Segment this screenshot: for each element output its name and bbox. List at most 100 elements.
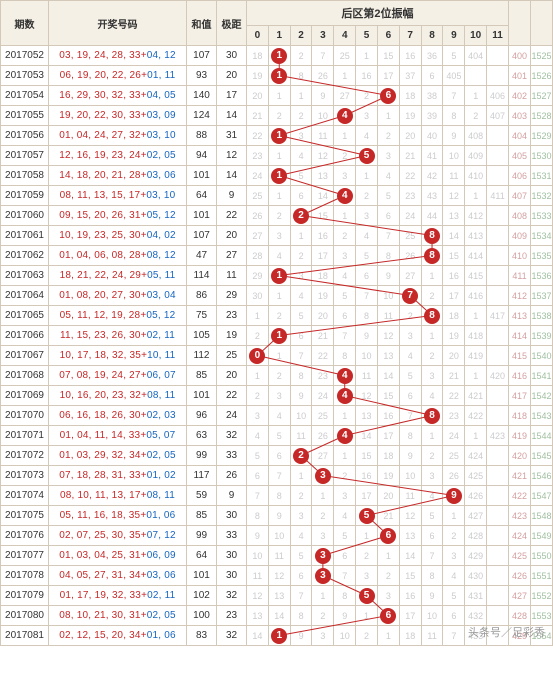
cell-extra-b: 1527 — [531, 86, 553, 106]
cell-sum: 59 — [187, 486, 217, 506]
cell-numbers: 05, 11, 16, 18, 35+01, 06 — [49, 506, 187, 526]
trend-ball: 4 — [337, 188, 353, 204]
amp-cell: 4 — [334, 506, 356, 526]
cell-period: 2017060 — [1, 206, 49, 226]
amp-cell: 22 — [312, 346, 334, 366]
amp-cell: 16 — [312, 226, 334, 246]
amp-cell: 27 — [334, 86, 356, 106]
amp-cell: 4 — [290, 286, 312, 306]
cell-extra-b: 1533 — [531, 206, 553, 226]
cell-period: 2017079 — [1, 586, 49, 606]
amp-cell: 1 — [465, 306, 487, 326]
amp-cell: 19 — [312, 286, 334, 306]
cell-extra-a: 401 — [509, 66, 531, 86]
amp-cell: 21 — [443, 366, 465, 386]
cell-numbers: 09, 15, 20, 26, 31+05, 12 — [49, 206, 187, 226]
amp-cell: 4 — [399, 346, 421, 366]
cell-period: 2017059 — [1, 186, 49, 206]
header-amp-0: 0 — [247, 26, 269, 46]
cell-sum: 47 — [187, 246, 217, 266]
header-amp-3: 3 — [312, 26, 334, 46]
cell-extra-a: 428 — [509, 606, 531, 626]
amp-cell: 12 — [268, 566, 290, 586]
amp-cell: 5 — [377, 186, 399, 206]
cell-period: 2017063 — [1, 266, 49, 286]
amp-cell: 20 — [312, 306, 334, 326]
cell-sum: 99 — [187, 526, 217, 546]
amp-cell: 4 — [334, 386, 356, 406]
cell-period: 2017078 — [1, 566, 49, 586]
amp-cell: 4 — [443, 566, 465, 586]
cell-extra-a: 405 — [509, 146, 531, 166]
amp-cell — [487, 546, 509, 566]
amp-cell: 5 — [247, 446, 269, 466]
amp-cell: 406 — [487, 86, 509, 106]
amp-cell: 13 — [268, 586, 290, 606]
cell-sum: 99 — [187, 446, 217, 466]
cell-numbers: 10, 16, 20, 23, 32+08, 11 — [49, 386, 187, 406]
trend-ball: 8 — [424, 308, 440, 324]
amp-cell: 7 — [399, 406, 421, 426]
amp-cell: 21 — [312, 326, 334, 346]
amp-cell: 13 — [312, 166, 334, 186]
cell-extra-b: 1526 — [531, 66, 553, 86]
cell-numbers: 06, 16, 18, 26, 30+02, 03 — [49, 406, 187, 426]
cell-extra-b: 1547 — [531, 486, 553, 506]
cell-extra-a: 427 — [509, 586, 531, 606]
table-row: 201705203, 19, 24, 28, 33+04, 1210730181… — [1, 46, 553, 66]
amp-cell: 14 — [399, 546, 421, 566]
amp-cell: 6 — [421, 526, 443, 546]
amp-cell: 1 — [268, 86, 290, 106]
cell-extra-b: 1551 — [531, 566, 553, 586]
amp-cell: 1 — [290, 466, 312, 486]
amp-cell: 8 — [290, 366, 312, 386]
cell-range: 22 — [217, 206, 247, 226]
header-amp-8: 8 — [421, 26, 443, 46]
cell-extra-a: 418 — [509, 406, 531, 426]
cell-numbers: 07, 18, 28, 31, 33+01, 02 — [49, 466, 187, 486]
amp-cell: 27 — [247, 226, 269, 246]
cell-extra-a: 404 — [509, 126, 531, 146]
cell-numbers: 08, 10, 21, 30, 31+02, 05 — [49, 606, 187, 626]
amp-cell: 2 — [312, 606, 334, 626]
cell-range: 20 — [217, 66, 247, 86]
cell-numbers: 08, 11, 13, 15, 17+03, 10 — [49, 186, 187, 206]
trend-ball: 4 — [337, 108, 353, 124]
amp-cell: 408 — [465, 126, 487, 146]
trend-ball: 6 — [380, 608, 396, 624]
amp-cell: 3 — [421, 366, 443, 386]
trend-ball: 8 — [424, 408, 440, 424]
amp-cell: 18 — [399, 86, 421, 106]
cell-period: 2017074 — [1, 486, 49, 506]
table-row: 201706318, 21, 22, 24, 29+05, 1111411291… — [1, 266, 553, 286]
amp-cell: 1 — [268, 126, 290, 146]
cell-range: 32 — [217, 626, 247, 646]
amp-cell — [487, 346, 509, 366]
amp-cell: 3 — [290, 266, 312, 286]
amp-cell: 5 — [268, 426, 290, 446]
lottery-chart: 期数 开奖号码 和值 极距 后区第2位振幅 01234567891011 201… — [0, 0, 553, 646]
header-range: 极距 — [217, 1, 247, 46]
header-amp-7: 7 — [399, 26, 421, 46]
amp-cell: 2 — [443, 526, 465, 546]
amp-cell: 7 — [421, 546, 443, 566]
amp-cell: 16 — [356, 66, 378, 86]
amp-cell: 2 — [377, 126, 399, 146]
table-row: 201706710, 17, 18, 32, 35+10, 1111225017… — [1, 346, 553, 366]
amp-cell: 14 — [443, 226, 465, 246]
amp-cell: 405 — [443, 66, 465, 86]
amp-cell: 9 — [356, 326, 378, 346]
cell-range: 14 — [217, 106, 247, 126]
amp-cell: 1 — [290, 226, 312, 246]
amp-cell: 8 — [421, 226, 443, 246]
cell-numbers: 01, 03, 29, 32, 34+02, 05 — [49, 446, 187, 466]
table-row: 201706807, 08, 19, 24, 27+06, 0785201282… — [1, 366, 553, 386]
amp-cell: 2 — [334, 146, 356, 166]
trend-ball: 8 — [424, 248, 440, 264]
amp-cell: 15 — [377, 46, 399, 66]
amp-cell — [487, 406, 509, 426]
amp-cell: 4 — [334, 186, 356, 206]
amp-cell: 5 — [421, 506, 443, 526]
cell-extra-a: 414 — [509, 326, 531, 346]
cell-extra-b: 1529 — [531, 126, 553, 146]
